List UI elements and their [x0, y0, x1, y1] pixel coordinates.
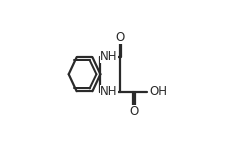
Text: O: O — [129, 105, 139, 117]
Text: OH: OH — [150, 85, 168, 98]
Text: NH: NH — [100, 85, 118, 98]
Text: NH: NH — [100, 50, 118, 63]
Text: O: O — [116, 31, 125, 44]
